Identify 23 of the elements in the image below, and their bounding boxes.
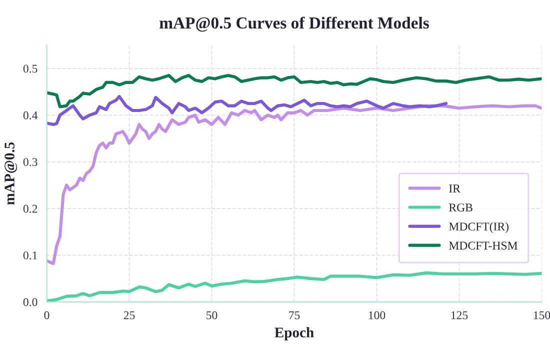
line-series [46, 94, 448, 126]
line-series [46, 74, 542, 108]
legend-label: MDCFT(IR) [449, 222, 509, 233]
y-axis-title: mAP@0.5 [4, 142, 18, 205]
y-tick-label: 0.1 [23, 251, 38, 260]
x-tick-label: 25 [124, 311, 135, 320]
y-tick-label: 0.3 [23, 158, 38, 166]
y-tick-label: 0.5 [23, 64, 38, 73]
x-tick-label: 0 [44, 311, 50, 320]
x-tick-label: 50 [206, 311, 218, 320]
line-series [46, 104, 542, 266]
y-tick-label: 0.2 [23, 204, 38, 213]
x-tick-label: 125 [451, 311, 468, 320]
x-tick-label: 75 [289, 311, 300, 320]
legend-label: RGB [449, 204, 472, 212]
y-tick-label: 0.4 [23, 111, 38, 120]
x-tick-label: 100 [368, 311, 386, 320]
x-tick-label: 150 [534, 311, 550, 320]
y-tick-label: 0.0 [23, 298, 38, 306]
legend-label: MDCFT-HSM [449, 242, 518, 250]
chart-title: mAP@0.5 Curves of Different Models [160, 16, 429, 32]
x-axis-title: Epoch [274, 327, 314, 340]
legend-label: IR [449, 184, 460, 192]
